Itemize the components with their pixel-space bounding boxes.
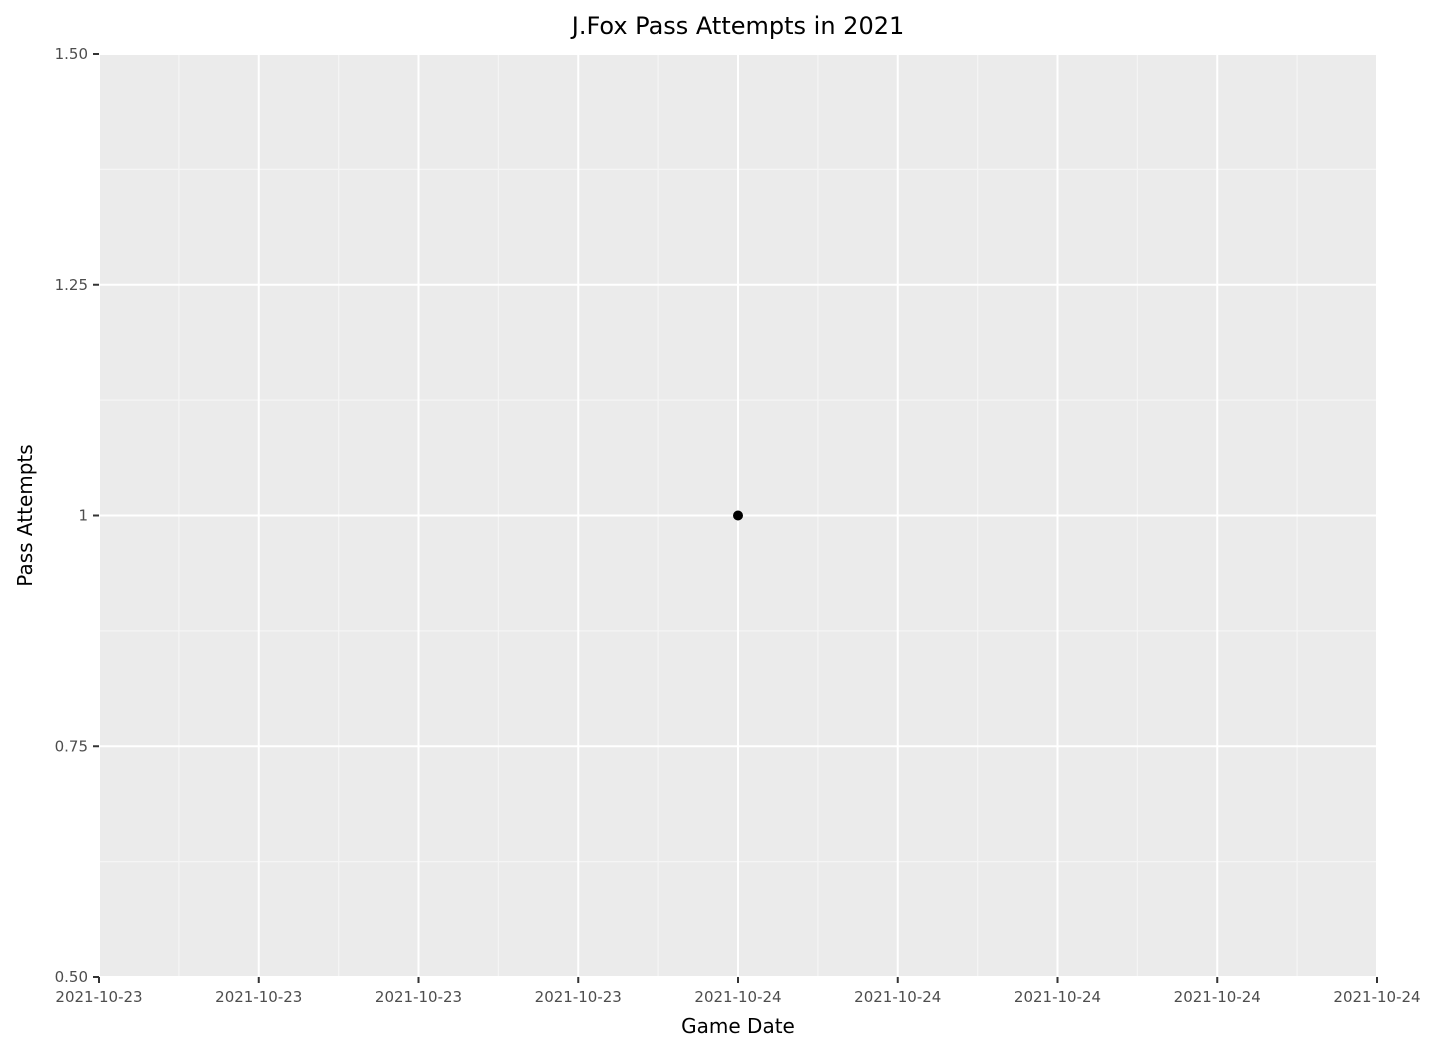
y-tick-label: 1	[78, 507, 88, 525]
x-tick-label: 2021-10-24	[854, 988, 941, 1006]
data-points	[733, 510, 743, 521]
x-tick-label: 2021-10-24	[1333, 988, 1420, 1006]
x-tick-label: 2021-10-24	[1014, 988, 1101, 1006]
x-tick-label: 2021-10-23	[535, 988, 622, 1006]
y-axis: 0.50 0.75 1 1.25 1.50	[55, 45, 99, 986]
x-tick-label: 2021-10-24	[1174, 988, 1261, 1006]
data-point	[733, 510, 743, 521]
x-axis: 2021-10-23 2021-10-23 2021-10-23 2021-10-23…	[55, 977, 1421, 1006]
x-tick-label: 2021-10-23	[55, 988, 142, 1006]
y-tick-label: 0.75	[55, 737, 88, 755]
y-tick-label: 0.50	[55, 968, 88, 986]
x-tick-label: 2021-10-24	[694, 988, 781, 1006]
x-tick-label: 2021-10-23	[215, 988, 302, 1006]
x-tick-label: 2021-10-23	[375, 988, 462, 1006]
y-axis-title: Pass Attempts	[13, 444, 37, 586]
chart-title: J.Fox Pass Attempts in 2021	[570, 12, 905, 40]
y-tick-label: 1.25	[55, 276, 88, 294]
x-axis-title: Game Date	[681, 1014, 795, 1038]
y-tick-label: 1.50	[55, 45, 88, 63]
